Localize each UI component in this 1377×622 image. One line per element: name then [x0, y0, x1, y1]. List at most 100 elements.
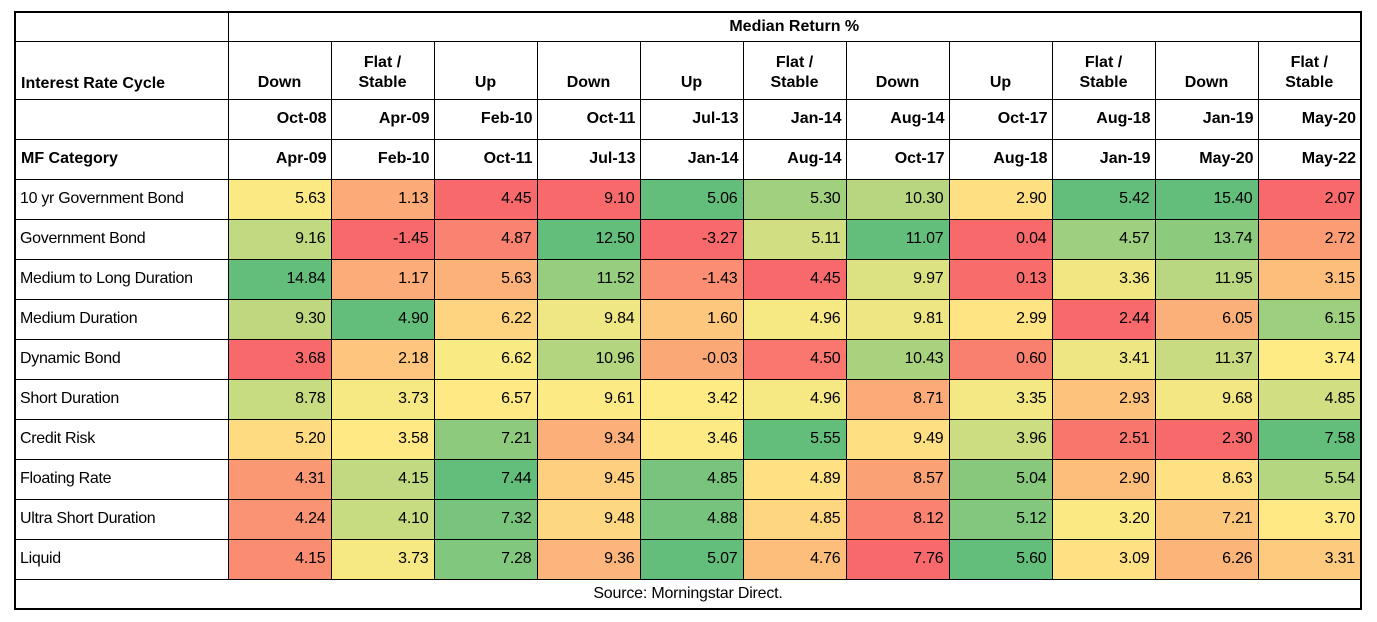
period-start: Feb-10 — [433, 98, 538, 140]
period-start: Jul-13 — [639, 98, 744, 140]
value-cell: 9.81 — [845, 298, 950, 340]
value-cell: 9.45 — [536, 458, 641, 500]
category-label: Liquid — [14, 538, 229, 580]
cycle-header: Up — [433, 40, 538, 100]
table-row: Ultra Short Duration 4.24 4.10 7.32 9.48 4.88… — [14, 498, 1362, 540]
category-label: Medium to Long Duration — [14, 258, 229, 300]
value-cell: 4.45 — [433, 178, 538, 220]
period-end: Oct-17 — [845, 138, 950, 180]
value-cell: 5.12 — [948, 498, 1053, 540]
value-cell: 4.85 — [742, 498, 847, 540]
value-cell: 9.10 — [536, 178, 641, 220]
value-cell: 10.43 — [845, 338, 950, 380]
value-cell: 7.21 — [1154, 498, 1259, 540]
value-cell: 5.55 — [742, 418, 847, 460]
value-cell: 0.13 — [948, 258, 1053, 300]
value-cell: 1.13 — [330, 178, 435, 220]
table-row: 10 yr Government Bond 5.63 1.13 4.45 9.10 5.0… — [14, 178, 1362, 220]
value-cell: 8.78 — [227, 378, 332, 420]
value-cell: 3.58 — [330, 418, 435, 460]
value-cell: 8.57 — [845, 458, 950, 500]
period-end: Oct-11 — [433, 138, 538, 180]
table-row: Liquid 4.15 3.73 7.28 9.36 5.07 4.76 7.76 5.60 3.… — [14, 538, 1362, 580]
value-cell: 9.84 — [536, 298, 641, 340]
period-end-row: MF Category Apr-09 Feb-10 Oct-11 Jul-13 … — [14, 138, 1362, 180]
table-title: Median Return % — [227, 11, 1362, 42]
period-start: Jan-14 — [742, 98, 847, 140]
value-cell: 5.60 — [948, 538, 1053, 580]
cycle-header: Flat / Stable — [1051, 40, 1156, 100]
value-cell: 3.35 — [948, 378, 1053, 420]
table-row: Short Duration 8.78 3.73 6.57 9.61 3.42 4.96 8.… — [14, 378, 1362, 420]
value-cell: 2.18 — [330, 338, 435, 380]
category-label: 10 yr Government Bond — [14, 178, 229, 220]
cycle-header: Down — [536, 40, 641, 100]
value-cell: 9.49 — [845, 418, 950, 460]
value-cell: -3.27 — [639, 218, 744, 260]
period-end: Apr-09 — [227, 138, 332, 180]
period-end: Jan-14 — [639, 138, 744, 180]
value-cell: 3.68 — [227, 338, 332, 380]
value-cell: 3.46 — [639, 418, 744, 460]
table-row: Government Bond 9.16 -1.45 4.87 12.50 -3.27 5.… — [14, 218, 1362, 260]
value-cell: 5.63 — [433, 258, 538, 300]
value-cell: 5.06 — [639, 178, 744, 220]
blank-cell — [14, 98, 229, 140]
value-cell: 0.04 — [948, 218, 1053, 260]
period-end: May-20 — [1154, 138, 1259, 180]
value-cell: 5.54 — [1257, 458, 1362, 500]
value-cell: -1.43 — [639, 258, 744, 300]
value-cell: 4.15 — [330, 458, 435, 500]
value-cell: 2.44 — [1051, 298, 1156, 340]
value-cell: 11.07 — [845, 218, 950, 260]
value-cell: 4.76 — [742, 538, 847, 580]
cycle-header: Flat / Stable — [1257, 40, 1362, 100]
value-cell: 5.04 — [948, 458, 1053, 500]
table-row: Credit Risk 5.20 3.58 7.21 9.34 3.46 5.55 9.49 3… — [14, 418, 1362, 460]
period-end: Jul-13 — [536, 138, 641, 180]
value-cell: 3.74 — [1257, 338, 1362, 380]
value-cell: 4.89 — [742, 458, 847, 500]
period-start: Oct-17 — [948, 98, 1053, 140]
value-cell: 3.42 — [639, 378, 744, 420]
cycle-header: Down — [227, 40, 332, 100]
value-cell: 0.60 — [948, 338, 1053, 380]
value-cell: 8.63 — [1154, 458, 1259, 500]
value-cell: 7.76 — [845, 538, 950, 580]
value-cell: 9.68 — [1154, 378, 1259, 420]
value-cell: 3.41 — [1051, 338, 1156, 380]
cycle-header: Down — [1154, 40, 1259, 100]
table-row: Floating Rate 4.31 4.15 7.44 9.45 4.85 4.89 8.5… — [14, 458, 1362, 500]
value-cell: 5.42 — [1051, 178, 1156, 220]
value-cell: -1.45 — [330, 218, 435, 260]
value-cell: 6.15 — [1257, 298, 1362, 340]
period-start: May-20 — [1257, 98, 1362, 140]
period-end: Jan-19 — [1051, 138, 1156, 180]
corner-blank-cell — [14, 11, 229, 42]
value-cell: 7.44 — [433, 458, 538, 500]
period-start: Apr-09 — [330, 98, 435, 140]
value-cell: 4.50 — [742, 338, 847, 380]
heatmap-body: 10 yr Government Bond 5.63 1.13 4.45 9.10 5.0… — [14, 178, 1362, 580]
value-cell: 9.16 — [227, 218, 332, 260]
table-row: Medium Duration 9.30 4.90 6.22 9.84 1.60 4.96 9… — [14, 298, 1362, 340]
value-cell: 1.60 — [639, 298, 744, 340]
value-cell: 2.30 — [1154, 418, 1259, 460]
value-cell: 2.51 — [1051, 418, 1156, 460]
category-label: Floating Rate — [14, 458, 229, 500]
cycle-header: Up — [639, 40, 744, 100]
value-cell: 4.57 — [1051, 218, 1156, 260]
value-cell: 4.96 — [742, 298, 847, 340]
value-cell: 5.11 — [742, 218, 847, 260]
table-row: Dynamic Bond 3.68 2.18 6.62 10.96 -0.03 4.50 10… — [14, 338, 1362, 380]
category-label: Dynamic Bond — [14, 338, 229, 380]
value-cell: 4.45 — [742, 258, 847, 300]
value-cell: 3.20 — [1051, 498, 1156, 540]
value-cell: 2.99 — [948, 298, 1053, 340]
value-cell: 9.30 — [227, 298, 332, 340]
period-end: Aug-18 — [948, 138, 1053, 180]
value-cell: 5.63 — [227, 178, 332, 220]
value-cell: 3.36 — [1051, 258, 1156, 300]
value-cell: 10.96 — [536, 338, 641, 380]
period-start: Aug-14 — [845, 98, 950, 140]
